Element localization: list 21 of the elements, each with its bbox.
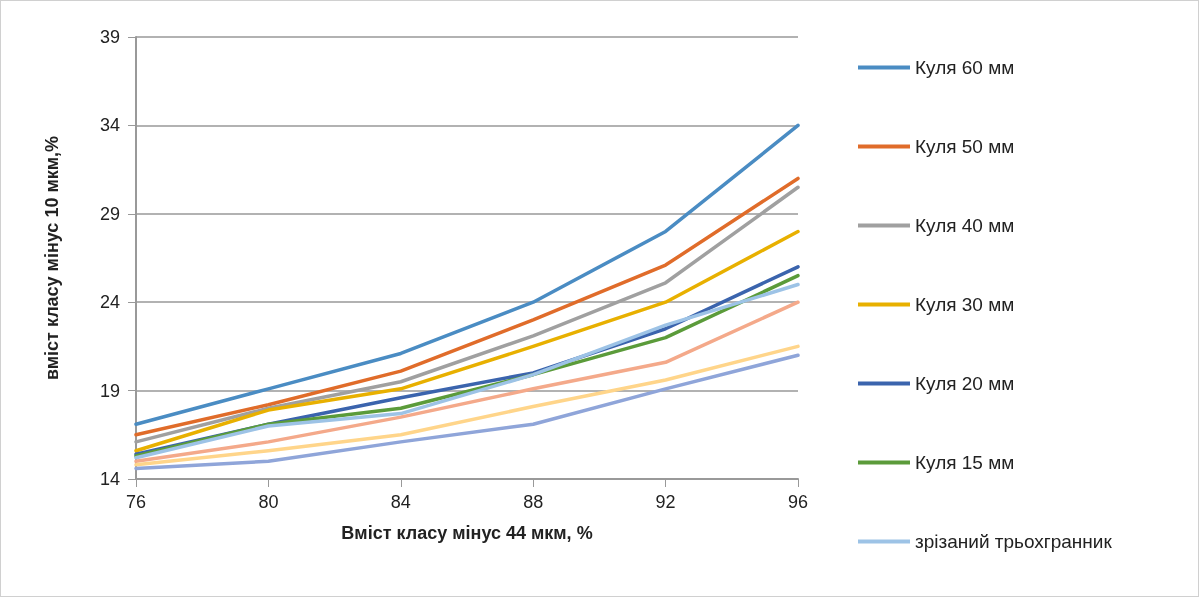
legend-label: Куля 60 мм xyxy=(915,57,1015,78)
y-tick-label: 34 xyxy=(99,115,120,136)
x-tick-label: 84 xyxy=(390,492,411,512)
y-tick-label: 29 xyxy=(99,203,120,224)
x-axis-title: Вміст класу мінус 44 мкм, % xyxy=(341,523,593,543)
x-tick-label: 88 xyxy=(523,492,544,512)
y-tick-label: 39 xyxy=(99,27,120,47)
legend-label: зрізаний трьохгранник xyxy=(915,531,1113,552)
y-tick-label: 19 xyxy=(99,380,120,401)
legend-label: Куля 50 мм xyxy=(915,136,1015,157)
x-tick-label: 80 xyxy=(258,492,279,512)
x-tick-label: 92 xyxy=(655,492,676,512)
y-tick-label: 14 xyxy=(99,469,120,489)
x-tick-label: 96 xyxy=(787,492,809,512)
legend-label: Куля 40 мм xyxy=(915,215,1015,236)
x-tick-label: 76 xyxy=(125,492,147,512)
legend-label: Куля 15 мм xyxy=(915,452,1015,473)
y-axis-title: вміст класу мінус 10 мкм,% xyxy=(42,135,62,381)
y-tick-label: 24 xyxy=(99,292,120,313)
legend-label: Куля 30 мм xyxy=(915,294,1015,315)
legend-label: Куля 20 мм xyxy=(915,373,1015,394)
